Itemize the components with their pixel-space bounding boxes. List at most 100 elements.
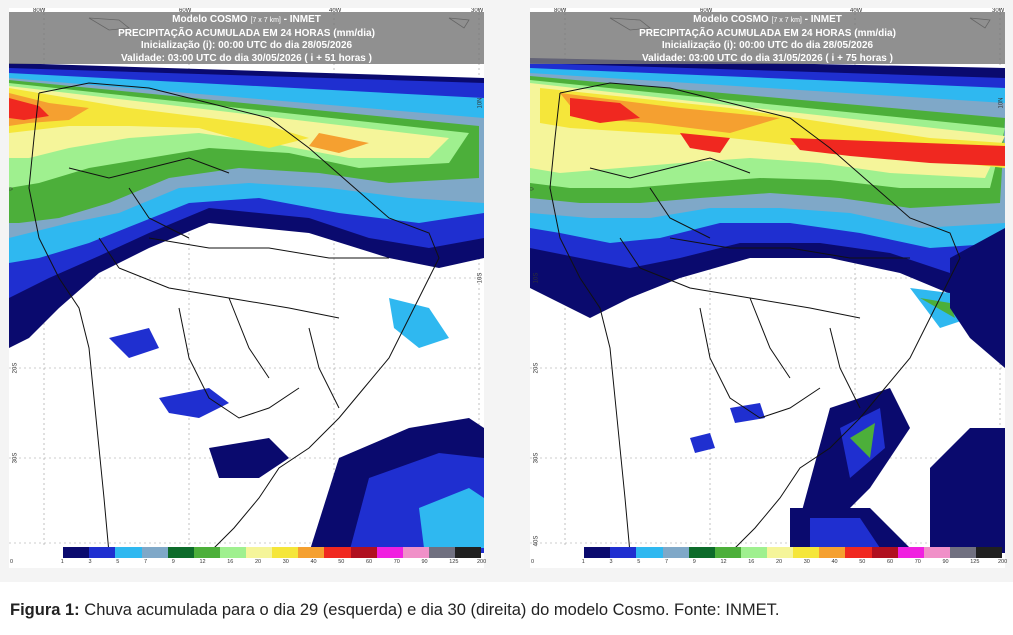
colorbar-right: 0 1 3 5 7 9 12 16 20 30 40 50 60 70 90 125 200 [530,545,1008,567]
colorbar-swatch [402,547,429,558]
colorbar-swatch [923,547,950,558]
lon-label: 60W [700,8,713,14]
colorbar-tick-label: 9 [171,559,175,565]
precipitation-map-left: 80W 60W 40W 30W 10N 0 10S 20S 30S [9,8,484,553]
colorbar-swatch [714,547,741,558]
colorbar-swatch [897,547,924,558]
colorbar-tick-label: 125 [970,559,980,565]
lon-label: 30W [992,8,1005,14]
colorbar-swatch [298,547,325,558]
colorbar-tick-label: 12 [720,559,727,565]
colorbar-swatch [845,547,872,558]
colorbar-swatch [688,547,715,558]
colorbar-swatch [767,547,794,558]
colorbar-swatch [219,547,246,558]
colorbar-tick-label: 30 [282,559,289,565]
colorbar-tick-label: 7 [665,559,669,565]
lat-label: 20S [533,362,540,374]
header-validity: Validade: 03:00 UTC do dia 31/05/2026 ( … [642,52,893,64]
colorbar-tick-label: 9 [692,559,696,565]
lat-label: 30S [12,452,19,464]
lon-label: 80W [33,8,46,14]
lon-label: 80W [554,8,567,14]
colorbar-swatch [558,547,585,558]
colorbar-tick-label: 70 [914,559,921,565]
colorbar-tick-label: 12 [199,559,206,565]
map-canvas-right [530,8,1005,553]
colorbar-tick-label: 1 [60,559,64,565]
header-variable: PRECIPITAÇÃO ACUMULADA EM 24 HORAS (mm/d… [118,27,375,39]
colorbar-tick-label: 20 [776,559,783,565]
colorbar-swatch [37,547,64,558]
colorbar-boxes [37,547,482,558]
map-canvas-left [9,8,484,553]
header-resolution: [7 x 7 km] [771,17,802,24]
caption-text: Chuva acumulada para o dia 29 (esquerda)… [84,601,780,619]
colorbar-tick-label: 60 [887,559,894,565]
colorbar-tick-label: 5 [116,559,120,565]
lat-label: 0 [530,187,536,191]
lat-label: 10N [998,97,1005,109]
colorbar-ticks: 0 1 3 5 7 9 12 16 20 30 40 50 60 70 90 125 200 [9,559,487,567]
caption-label: Figura 1: [10,601,80,619]
map-header-right: Modelo COSMO [7 x 7 km] - INMET PRECIPIT… [530,12,1005,64]
colorbar-ticks: 0 1 3 5 7 9 12 16 20 30 40 50 60 70 90 125 200 [530,559,1008,567]
colorbar-tick-label: 90 [942,559,949,565]
lon-label: 40W [329,8,342,14]
lat-label: 10S [533,272,540,284]
colorbar-swatch [376,547,403,558]
header-init: Inicialização (i): 00:00 UTC do dia 28/0… [140,40,353,51]
colorbar-swatch [63,547,90,558]
colorbar-tick-label: 3 [88,559,92,565]
colorbar-tick-label: 40 [310,559,317,565]
colorbar-tick-label: 16 [748,559,755,565]
colorbar-tick-label: 90 [421,559,428,565]
figure-caption: Figura 1: Chuva acumulada para o dia 29 … [10,601,779,620]
colorbar-swatch [141,547,168,558]
header-resolution: [7 x 7 km] [250,17,281,24]
lon-label: 40W [850,8,863,14]
header-model: Modelo COSMO [693,14,769,25]
colorbar-swatch [662,547,689,558]
colorbar-tick-label: 200 [998,559,1008,565]
colorbar-tick-label: 50 [859,559,866,565]
header-source: - INMET [283,14,321,25]
colorbar-swatch [272,547,299,558]
colorbar-swatch [324,547,351,558]
colorbar-swatch [350,547,377,558]
colorbar-tick-label: 70 [393,559,400,565]
lat-label: 10N [477,97,484,109]
lat-label: 0 [9,187,15,191]
colorbar-tick-label: 60 [366,559,373,565]
colorbar-swatch [167,547,194,558]
colorbar-tick-label: 7 [144,559,148,565]
colorbar-swatch [740,547,767,558]
precipitation-map-right: 80W 60W 40W 30W 10N 0 10S 20S 30S 40S [530,8,1005,553]
colorbar-tick-label: 3 [609,559,613,565]
lat-label: 10S [477,272,484,284]
colorbar-tick-label: 200 [477,559,487,565]
colorbar-swatch [428,547,455,558]
header-source: - INMET [804,14,842,25]
lon-label: 30W [471,8,484,14]
colorbar-swatch [115,547,142,558]
colorbar-tick-label: 16 [227,559,234,565]
colorbar-tick-label: 0 [10,559,14,565]
map-panel-right: 80W 60W 40W 30W 10N 0 10S 20S 30S 40S Mo… [530,8,1008,568]
colorbar-tick-label: 0 [531,559,535,565]
colorbar-swatch [246,547,273,558]
map-panel-left: 80W 60W 40W 30W 10N 0 10S 20S 30S Modelo… [9,8,487,568]
colorbar-swatch [636,547,663,558]
colorbar-swatch [819,547,846,558]
colorbar-swatch [871,547,898,558]
colorbar-tick-label: 5 [637,559,641,565]
colorbar-tick-label: 20 [255,559,262,565]
colorbar-tick-label: 125 [449,559,459,565]
colorbar-swatch [455,547,482,558]
colorbar-left: 0 1 3 5 7 9 12 16 20 30 40 50 60 70 90 125 200 [9,545,487,567]
header-init: Inicialização (i): 00:00 UTC do dia 28/0… [661,40,874,51]
colorbar-tick-label: 1 [581,559,585,565]
header-model: Modelo COSMO [172,14,248,25]
header-variable: PRECIPITAÇÃO ACUMULADA EM 24 HORAS (mm/d… [639,27,896,39]
colorbar-swatch [976,547,1003,558]
